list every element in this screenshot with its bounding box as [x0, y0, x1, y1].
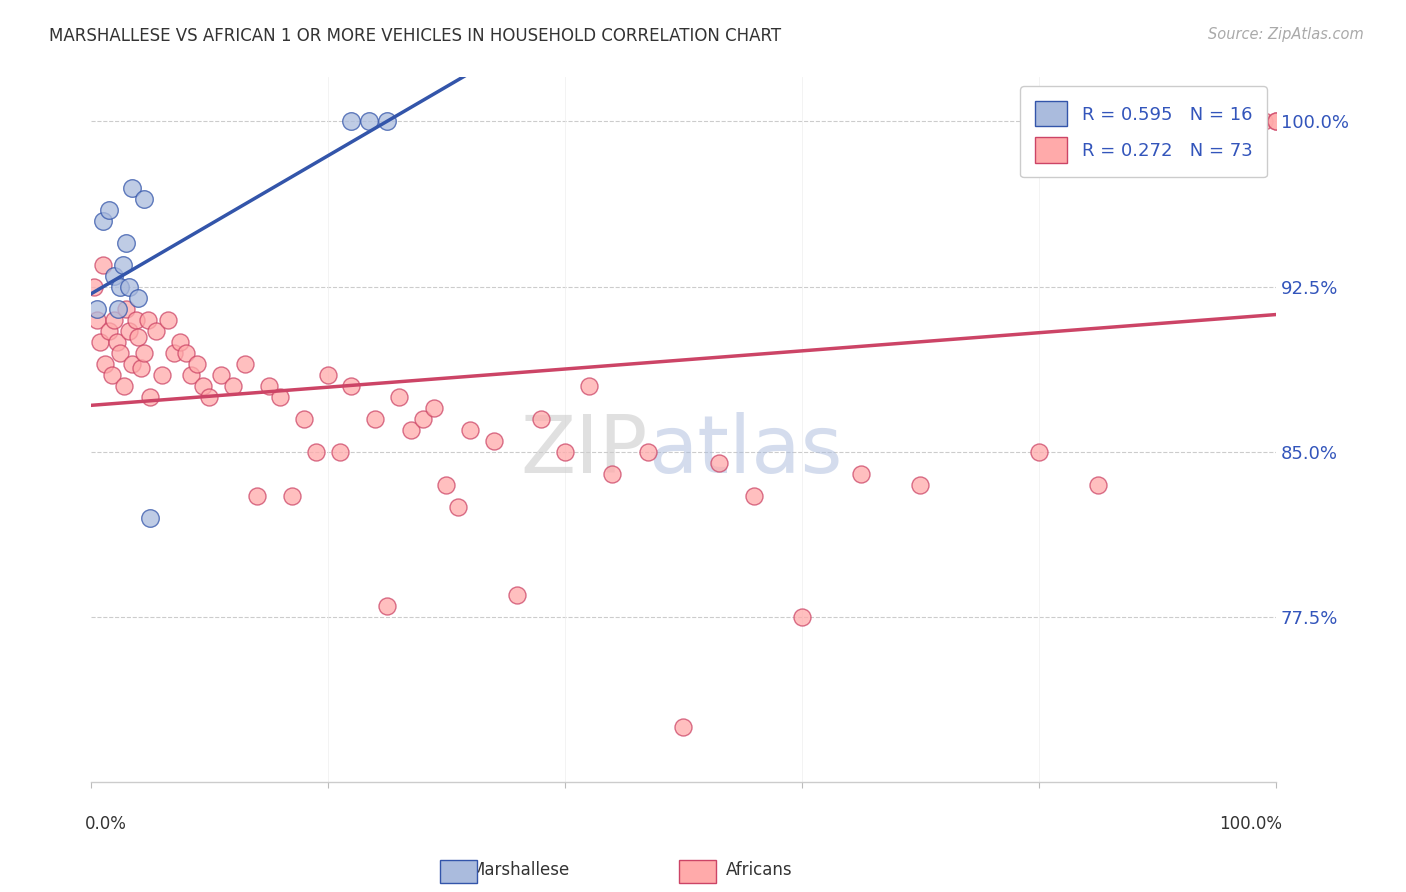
Point: [209, 368, 232, 382]
Point: [1265, 114, 1288, 128]
Point: [637, 445, 659, 459]
Point: [94, 357, 117, 371]
Point: [506, 588, 529, 602]
Text: Marshallese: Marshallese: [471, 861, 569, 879]
Point: [139, 390, 162, 404]
Point: [1205, 114, 1227, 128]
Point: [97, 324, 120, 338]
Point: [910, 478, 932, 492]
Point: [105, 334, 128, 349]
Point: [233, 357, 256, 371]
Point: [89, 334, 111, 349]
Point: [121, 357, 143, 371]
Point: [423, 401, 446, 415]
Point: [103, 268, 125, 283]
Point: [91, 213, 114, 227]
Point: [482, 434, 505, 448]
Point: [86, 301, 108, 316]
Point: [86, 312, 108, 326]
Point: [186, 357, 208, 371]
Point: [121, 180, 143, 194]
Point: [790, 610, 813, 624]
Point: [412, 412, 434, 426]
Point: [340, 114, 363, 128]
Point: [111, 258, 134, 272]
Text: Source: ZipAtlas.com: Source: ZipAtlas.com: [1208, 27, 1364, 42]
Point: [246, 489, 269, 503]
Point: [578, 378, 600, 392]
Point: [145, 324, 167, 338]
Text: Africans: Africans: [725, 861, 793, 879]
Point: [132, 345, 155, 359]
Point: [1253, 114, 1275, 128]
Point: [103, 312, 125, 326]
Point: [110, 279, 132, 293]
Point: [169, 334, 191, 349]
Point: [107, 301, 129, 316]
Point: [132, 192, 155, 206]
Point: [198, 390, 221, 404]
Point: [127, 330, 149, 344]
Point: [1241, 114, 1264, 128]
Point: [115, 235, 138, 250]
Point: [1087, 478, 1109, 492]
Point: [744, 489, 766, 503]
Point: [110, 345, 132, 359]
Point: [127, 291, 149, 305]
Point: [316, 368, 339, 382]
Point: [139, 511, 162, 525]
Point: [91, 258, 114, 272]
Point: [340, 378, 363, 392]
Text: 100.0%: 100.0%: [1219, 815, 1282, 833]
Point: [222, 378, 245, 392]
Point: [97, 202, 120, 217]
Point: [1265, 114, 1288, 128]
Legend: R = 0.595   N = 16, R = 0.272   N = 73: R = 0.595 N = 16, R = 0.272 N = 73: [1021, 87, 1267, 178]
Point: [281, 489, 304, 503]
Point: [174, 345, 197, 359]
Point: [269, 390, 291, 404]
Point: [118, 279, 141, 293]
Point: [180, 368, 202, 382]
Point: [554, 445, 576, 459]
Point: [849, 467, 872, 481]
Point: [707, 456, 730, 470]
Point: [375, 114, 398, 128]
Point: [129, 361, 152, 376]
Point: [600, 467, 623, 481]
Point: [115, 301, 138, 316]
Point: [150, 368, 173, 382]
Point: [388, 390, 411, 404]
Point: [458, 423, 481, 437]
Point: [101, 368, 124, 382]
Point: [1028, 445, 1050, 459]
Point: [257, 378, 280, 392]
Text: 0.0%: 0.0%: [84, 815, 127, 833]
Point: [359, 114, 381, 128]
Point: [163, 345, 186, 359]
Point: [118, 324, 141, 338]
Point: [1146, 114, 1168, 128]
Point: [193, 378, 215, 392]
Point: [1229, 114, 1251, 128]
Point: [156, 312, 179, 326]
Point: [305, 445, 328, 459]
Point: [364, 412, 387, 426]
Text: ZIP: ZIP: [520, 412, 648, 490]
Point: [434, 478, 457, 492]
Point: [329, 445, 352, 459]
Point: [530, 412, 553, 426]
Text: atlas: atlas: [648, 412, 842, 490]
Point: [375, 599, 398, 613]
Point: [125, 312, 148, 326]
Text: MARSHALLESE VS AFRICAN 1 OR MORE VEHICLES IN HOUSEHOLD CORRELATION CHART: MARSHALLESE VS AFRICAN 1 OR MORE VEHICLE…: [49, 27, 782, 45]
Point: [399, 423, 422, 437]
Point: [292, 412, 315, 426]
Point: [447, 500, 470, 514]
Point: [112, 378, 135, 392]
Point: [136, 312, 159, 326]
Point: [672, 720, 695, 734]
Point: [83, 279, 105, 293]
